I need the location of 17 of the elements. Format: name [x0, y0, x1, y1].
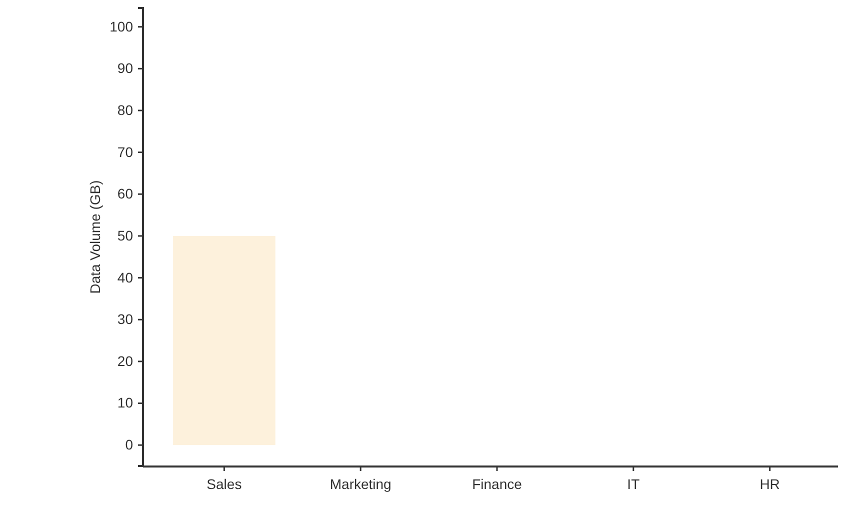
- y-tick-label: 100: [110, 18, 134, 34]
- x-tick-label: Finance: [472, 476, 522, 492]
- y-tick-label: 80: [117, 102, 134, 118]
- y-tick-label: 70: [117, 144, 134, 160]
- x-tick-label: IT: [627, 476, 640, 492]
- y-axis-title: Data Volume (GB): [87, 180, 103, 294]
- y-tick-label: 90: [117, 60, 134, 76]
- y-tick-label: 50: [117, 227, 134, 244]
- x-tick-label: Sales: [206, 476, 242, 492]
- y-tick-label: 10: [117, 394, 134, 411]
- y-tick-label: 0: [125, 436, 134, 453]
- y-tick-label: 30: [117, 311, 134, 328]
- x-tick-label: HR: [760, 476, 780, 492]
- x-tick-label: Marketing: [330, 476, 392, 492]
- y-tick-label: 20: [117, 352, 134, 369]
- y-tick-label: 60: [117, 186, 134, 202]
- y-tick-label: 40: [117, 269, 134, 286]
